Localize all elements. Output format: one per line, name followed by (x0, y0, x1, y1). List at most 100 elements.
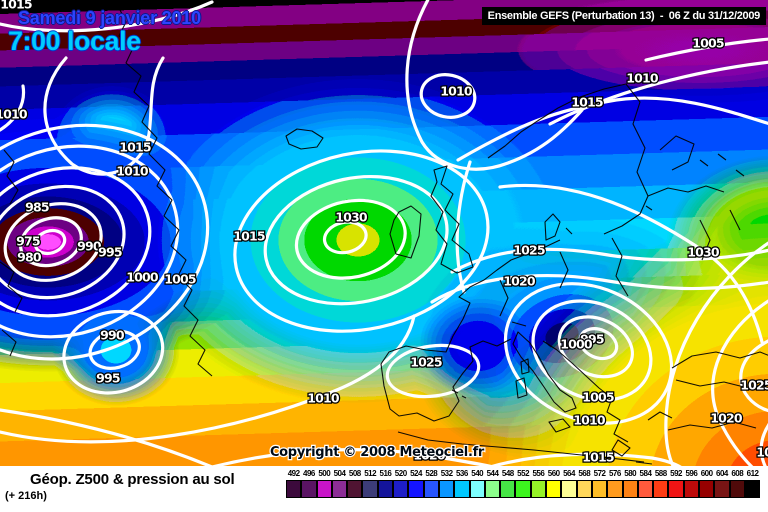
pressure-label: 985 (25, 200, 49, 215)
pressure-label: 1010 (116, 164, 149, 179)
scale-swatch (607, 480, 623, 498)
pressure-label: 1010 (0, 107, 28, 122)
pressure-label: 1015 (756, 445, 768, 460)
pressure-label: 980 (17, 250, 42, 265)
scale-swatch (331, 480, 348, 498)
color-scale-legend: 492 496 500 504 508 512 516 520 524 528 532 536 540 5… (286, 469, 762, 498)
scale-swatch (393, 480, 409, 498)
scale-swatch (683, 480, 700, 498)
pressure-label: 1010 (307, 391, 340, 406)
scale-values-row: 492 496 500 504 508 512 516 520 524 528 532 536 540 5… (286, 469, 762, 478)
scale-swatch (714, 480, 730, 498)
scale-swatch (500, 480, 516, 498)
map-title: Géop. Z500 & pression au sol (30, 471, 235, 488)
pressure-label: 1005 (582, 390, 614, 405)
pressure-label: 1010 (626, 71, 659, 86)
pressure-label: 1000 (560, 337, 593, 352)
scale-value: 588 (654, 469, 667, 478)
scale-swatch (438, 480, 455, 498)
scale-value: 512 (364, 469, 377, 478)
scale-swatch (347, 480, 363, 498)
pressure-label: 1030 (687, 245, 720, 260)
scale-value: 520 (394, 469, 407, 478)
map-area: 1015101010151010985975990995980100010059… (0, 0, 768, 466)
pressure-label: 1015 (119, 140, 151, 155)
scale-value: 528 (425, 469, 438, 478)
scale-swatches-row (286, 480, 762, 498)
pressure-label: 1030 (335, 210, 368, 225)
scale-value: 608 (731, 469, 744, 478)
pressure-label: 1020 (503, 274, 536, 289)
scale-swatch (423, 480, 439, 498)
forecast-step: (+ 216h) (5, 490, 47, 502)
scale-swatch (408, 480, 424, 498)
pressure-label: 975 (16, 234, 40, 249)
pressure-label: 1015 (582, 450, 614, 465)
scale-value: 592 (670, 469, 682, 478)
scale-swatch (469, 480, 485, 498)
scale-value: 492 (287, 469, 300, 478)
scale-value: 556 (532, 469, 545, 478)
scale-swatch (668, 480, 684, 498)
scale-value: 544 (486, 469, 499, 478)
scale-value: 576 (608, 469, 621, 478)
weather-map: 1015101010151010985975990995980100010059… (0, 0, 768, 466)
pressure-label: 1020 (710, 411, 743, 426)
scale-value: 524 (410, 469, 422, 478)
scale-value: 552 (517, 469, 530, 478)
model-info-box: Ensemble GEFS (Perturbation 13) - 06 Z d… (481, 7, 766, 25)
scale-swatch (744, 480, 761, 498)
scale-value: 540 (471, 469, 484, 478)
scale-value: 564 (563, 469, 575, 478)
scale-swatch (546, 480, 562, 498)
scale-value: 516 (379, 469, 392, 478)
scale-swatch (729, 480, 745, 498)
scale-value: 580 (624, 469, 637, 478)
time-overlay: 7:00 locale (8, 26, 141, 56)
scale-value: 584 (639, 469, 652, 478)
scale-swatch (637, 480, 654, 498)
scale-swatch (515, 480, 531, 498)
footer-bar: Géop. Z500 & pression au sol (+ 216h) 49… (0, 466, 768, 512)
pressure-label: 1010 (440, 84, 473, 99)
scale-swatch (362, 480, 378, 498)
scale-swatch (454, 480, 470, 498)
scale-value: 500 (318, 469, 331, 478)
pressure-label: 995 (96, 371, 120, 386)
coastlines (0, 5, 768, 465)
scale-swatch (316, 480, 332, 498)
scale-swatch (377, 480, 394, 498)
scale-swatch (653, 480, 669, 498)
scale-swatch (699, 480, 715, 498)
pressure-label: 1015 (571, 95, 603, 110)
pressure-label: 1015 (233, 229, 265, 244)
scale-value: 560 (547, 469, 560, 478)
scale-value: 508 (348, 469, 361, 478)
scale-swatch (484, 480, 501, 498)
pressure-label: 990 (100, 328, 125, 343)
pressure-label: 1005 (692, 36, 724, 51)
pressure-label: 995 (580, 332, 604, 347)
scale-value: 568 (578, 469, 591, 478)
scale-swatch (286, 480, 302, 498)
scale-value: 496 (303, 469, 315, 478)
scale-value: 532 (440, 469, 453, 478)
scale-value: 548 (501, 469, 514, 478)
z500-field (0, 0, 768, 466)
date-overlay: Samedi 9 janvier 2010 (18, 8, 201, 28)
pressure-label: 995 (98, 245, 122, 260)
pressure-label: 1025 (740, 378, 768, 393)
pressure-label: 1005 (164, 272, 196, 287)
pressure-label: 1000 (126, 270, 159, 285)
scale-value: 504 (333, 469, 346, 478)
pressure-labels: 1015101010151010985975990995980100010059… (0, 0, 768, 466)
scale-swatch (301, 480, 317, 498)
scale-swatch (530, 480, 547, 498)
pressure-label: 1025 (410, 355, 442, 370)
scale-swatch (591, 480, 608, 498)
scale-value: 536 (455, 469, 468, 478)
scale-swatch (576, 480, 592, 498)
copyright-text: Copyright © 2008 Meteociel.fr (270, 445, 485, 460)
pressure-label: 990 (77, 239, 102, 254)
